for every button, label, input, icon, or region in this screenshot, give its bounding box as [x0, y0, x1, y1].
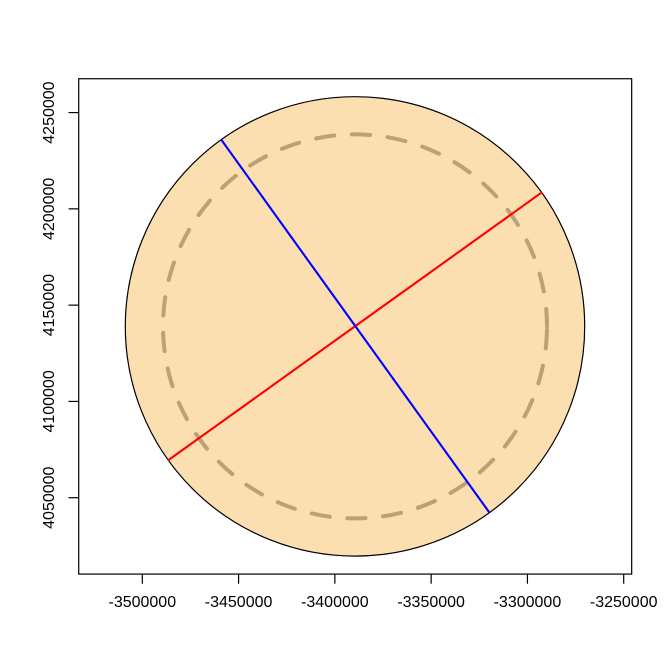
svg-text:4150000: 4150000: [41, 274, 58, 336]
svg-text:-3300000: -3300000: [494, 594, 562, 611]
svg-text:-3250000: -3250000: [590, 594, 658, 611]
svg-text:-3400000: -3400000: [301, 594, 369, 611]
svg-text:-3500000: -3500000: [108, 594, 176, 611]
svg-text:-3350000: -3350000: [397, 594, 465, 611]
svg-text:4050000: 4050000: [41, 466, 58, 528]
svg-text:4250000: 4250000: [41, 81, 58, 143]
svg-text:4100000: 4100000: [41, 370, 58, 432]
svg-text:-3450000: -3450000: [205, 594, 273, 611]
svg-text:4200000: 4200000: [41, 178, 58, 240]
